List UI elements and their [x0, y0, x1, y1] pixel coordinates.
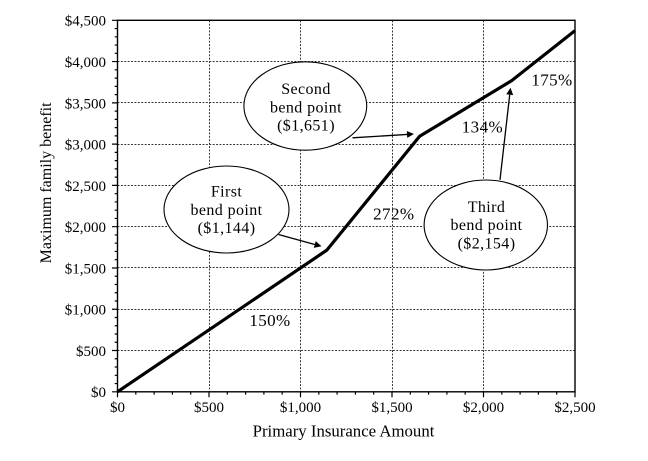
svg-text:Third: Third	[468, 199, 506, 216]
svg-text:$3,500: $3,500	[65, 96, 106, 112]
svg-text:$0: $0	[91, 385, 106, 401]
svg-text:$2,000: $2,000	[65, 220, 106, 236]
svg-text:($1,144): ($1,144)	[198, 220, 256, 237]
svg-text:$2,500: $2,500	[554, 400, 595, 416]
svg-text:bend point: bend point	[191, 202, 263, 219]
svg-text:$2,500: $2,500	[65, 179, 106, 195]
svg-text:Primary Insurance Amount: Primary Insurance Amount	[253, 421, 435, 440]
svg-text:bend point: bend point	[270, 99, 342, 116]
svg-text:$1,500: $1,500	[65, 261, 106, 277]
svg-text:First: First	[211, 184, 242, 201]
svg-text:$0: $0	[110, 400, 125, 416]
svg-text:150%: 150%	[249, 311, 290, 330]
svg-text:Second: Second	[281, 81, 331, 98]
svg-text:$1,000: $1,000	[280, 400, 321, 416]
svg-text:175%: 175%	[531, 71, 572, 90]
svg-text:$2,000: $2,000	[463, 400, 504, 416]
svg-text:134%: 134%	[462, 118, 503, 137]
svg-text:$3,000: $3,000	[65, 138, 106, 154]
svg-text:$1,500: $1,500	[371, 400, 412, 416]
svg-text:$1,000: $1,000	[65, 303, 106, 319]
svg-text:$500: $500	[194, 400, 224, 416]
svg-text:$4,000: $4,000	[65, 55, 106, 71]
svg-text:Maximum family benefit: Maximum family benefit	[38, 102, 55, 263]
svg-text:($2,154): ($2,154)	[458, 235, 516, 252]
svg-text:$4,500: $4,500	[65, 14, 106, 30]
svg-text:$500: $500	[76, 344, 106, 360]
svg-text:272%: 272%	[373, 205, 414, 224]
svg-text:($1,651): ($1,651)	[277, 118, 335, 135]
svg-text:bend point: bend point	[451, 217, 523, 234]
